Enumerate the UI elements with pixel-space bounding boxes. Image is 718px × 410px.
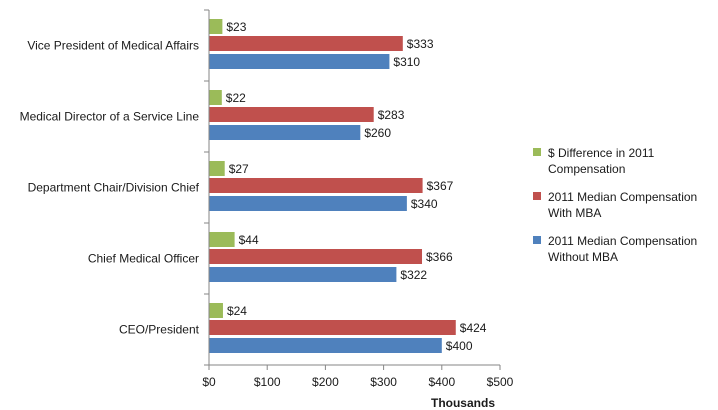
- bar: [209, 125, 361, 140]
- data-label: $367: [427, 179, 454, 193]
- data-label: $340: [411, 197, 438, 211]
- data-label: $44: [239, 233, 259, 247]
- bar: [209, 267, 397, 282]
- data-label: $322: [400, 268, 427, 282]
- bar: [209, 196, 407, 211]
- x-tick-label: $400: [428, 375, 455, 389]
- bar: [209, 320, 456, 335]
- data-label: $23: [226, 20, 246, 34]
- legend-swatch: [533, 148, 541, 156]
- legend-swatch: [533, 236, 541, 244]
- bar: [209, 338, 442, 353]
- category-label: CEO/President: [119, 323, 200, 337]
- data-labels-layer: $23 $333 $310 $22 $283 $260 $27 $367 $340 $44 $366…: [226, 20, 487, 353]
- bar: [209, 36, 403, 51]
- bar: [209, 303, 223, 318]
- legend: $ Difference in 2011 Compensation 2011 Med…: [533, 146, 697, 264]
- data-label: $366: [426, 250, 453, 264]
- bar: [209, 178, 423, 193]
- bars-layer: [209, 19, 456, 353]
- category-label: Medical Director of a Service Line: [20, 110, 200, 124]
- x-tick-label: $500: [487, 375, 514, 389]
- category-label: Vice President of Medical Affairs: [27, 39, 199, 53]
- category-label: Chief Medical Officer: [88, 252, 199, 266]
- x-tick-label: $300: [370, 375, 397, 389]
- x-axis-title: Thousands: [431, 396, 495, 410]
- bar: [209, 161, 225, 176]
- data-label: $333: [407, 37, 434, 51]
- bar: [209, 19, 223, 34]
- bar: [209, 90, 222, 105]
- data-label: $424: [460, 321, 487, 335]
- data-label: $310: [393, 55, 420, 69]
- data-label: $22: [226, 91, 246, 105]
- bar: [209, 232, 235, 247]
- legend-label: $ Difference in 2011: [548, 146, 655, 160]
- data-label: $24: [227, 304, 247, 318]
- legend-label: Compensation: [548, 162, 625, 176]
- x-tick-label: $100: [254, 375, 281, 389]
- legend-label: With MBA: [548, 206, 601, 220]
- legend-label: 2011 Median Compensation: [548, 190, 697, 204]
- data-label: $260: [364, 126, 391, 140]
- x-tick-label: $0: [202, 375, 216, 389]
- axes-layer: Vice President of Medical Affairs Medical…: [20, 9, 514, 389]
- legend-label: 2011 Median Compensation: [548, 234, 697, 248]
- legend-swatch: [533, 192, 541, 200]
- data-label: $400: [446, 339, 473, 353]
- category-label: Department Chair/Division Chief: [28, 181, 200, 195]
- bar: [209, 249, 423, 264]
- x-tick-label: $200: [312, 375, 339, 389]
- legend-label: Without MBA: [548, 250, 618, 264]
- data-label: $27: [229, 162, 249, 176]
- data-label: $283: [378, 108, 405, 122]
- bar: [209, 54, 390, 69]
- bar: [209, 107, 374, 122]
